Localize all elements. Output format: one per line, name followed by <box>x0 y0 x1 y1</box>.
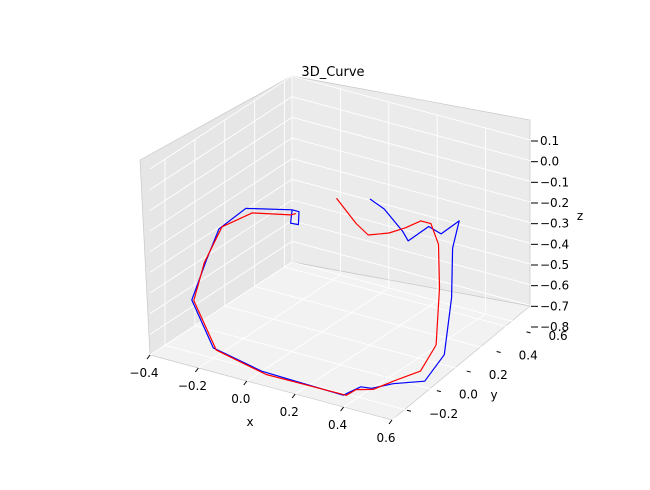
y-tick-label: 0.2 <box>489 368 508 382</box>
z-tick-label: 0.0 <box>540 155 559 169</box>
x-tick-label: 0.0 <box>231 392 250 406</box>
x-axis: −0.4 −0.2 0.0 0.2 0.4 0.6 <box>129 354 396 445</box>
series-curve-2 <box>193 197 441 396</box>
z-axis: 0.1 0.0 −0.1 −0.2 −0.3 −0.4 −0.5 −0.6 −0.7 −0.8 <box>531 134 569 334</box>
x-tick-label: −0.4 <box>129 366 158 380</box>
grid-line-y <box>254 286 497 352</box>
grid-line-x <box>391 326 535 421</box>
x-tick-mark <box>388 419 393 425</box>
grid-line-z <box>149 199 293 294</box>
grid-line-z <box>291 75 535 142</box>
grid-line-x <box>343 313 486 408</box>
grid-line-z <box>149 261 293 356</box>
grid-line-z <box>149 178 293 273</box>
grid-line-z <box>149 96 293 191</box>
grid-line-z <box>149 75 293 170</box>
grid-line-z <box>291 178 535 245</box>
x-tick-label: 0.4 <box>328 418 347 432</box>
grid-line-z <box>291 199 535 266</box>
grid-line-z <box>291 96 535 163</box>
z-tick-label: −0.2 <box>540 196 569 210</box>
y-tick-label: 0.4 <box>519 348 538 362</box>
y-tick-mark <box>406 409 412 412</box>
grid-line-z <box>291 116 535 183</box>
grid-line-z <box>291 158 535 225</box>
z-tick-label: 0.1 <box>540 134 559 148</box>
x-axis-label: x <box>246 415 253 429</box>
y-tick-label: 0.6 <box>549 329 568 343</box>
grid-line-z <box>291 261 535 328</box>
y-tick-mark <box>466 370 471 373</box>
grid-line-z <box>149 240 293 335</box>
z-tick-label: −0.7 <box>540 299 569 313</box>
z-tick-label: −0.3 <box>540 217 569 231</box>
grid-line-y <box>284 266 527 333</box>
grid-line-z <box>149 137 293 232</box>
grid-line-z <box>149 220 293 315</box>
grid-line-z <box>291 240 535 307</box>
y-axis-label: y <box>490 388 497 402</box>
x-tick-mark <box>291 393 296 399</box>
y-tick-label: 0.0 <box>459 388 478 402</box>
grid-line-z <box>149 116 293 211</box>
x-tick-label: −0.2 <box>178 379 207 393</box>
grid-line-x <box>294 300 438 395</box>
grid-line-x <box>246 287 390 382</box>
y-tick-mark <box>526 331 531 334</box>
z-tick-label: −0.5 <box>540 258 569 272</box>
axes-panes <box>139 75 535 421</box>
x-tick-mark <box>194 367 199 373</box>
x-tick-mark <box>243 380 248 386</box>
z-tick-label: −0.8 <box>540 320 569 334</box>
z-axis-label: z <box>577 209 583 223</box>
z-tick-label: −0.1 <box>540 175 569 189</box>
y-axis: −0.20.0 0.2 0.4 0.6 <box>406 329 568 421</box>
y-tick-label: −0.2 <box>429 407 458 421</box>
x-tick-mark <box>146 354 151 360</box>
grid-line-z <box>149 158 293 253</box>
y-tick-mark <box>496 350 501 353</box>
z-tick-label: −0.6 <box>540 279 569 293</box>
y-tick-mark <box>436 390 441 393</box>
grid-line-z <box>291 220 535 287</box>
series-curve-1 <box>191 198 460 396</box>
x-tick-mark <box>340 406 345 412</box>
x-tick-label: 0.6 <box>376 431 395 445</box>
x-tick-label: 0.2 <box>280 405 299 419</box>
z-tick-label: −0.4 <box>540 237 569 251</box>
chart-title: 3D_Curve <box>301 65 364 80</box>
grid-line-z <box>291 137 535 204</box>
series-layer <box>191 197 460 396</box>
